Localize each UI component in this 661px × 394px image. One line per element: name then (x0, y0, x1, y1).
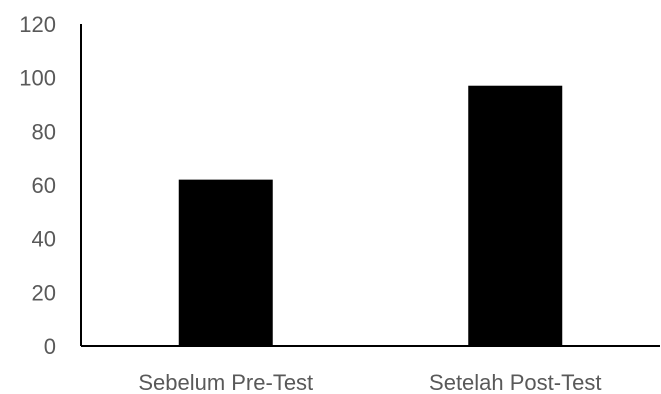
x-category-label: Setelah Post-Test (429, 370, 601, 394)
y-tick-label: 20 (32, 280, 56, 305)
x-category-label: Sebelum Pre-Test (138, 370, 313, 394)
y-tick-label: 100 (19, 66, 56, 91)
y-tick-label: 0 (44, 334, 56, 359)
x-axis-labels: Sebelum Pre-Test Setelah Post-Test (138, 370, 601, 394)
bar (178, 179, 273, 346)
y-tick-label: 120 (19, 12, 56, 37)
y-tick-label: 60 (32, 173, 56, 198)
y-tick-label: 40 (32, 227, 56, 252)
bars-group (178, 85, 563, 346)
y-tick-label: 80 (32, 119, 56, 144)
y-axis-ticks: 0 20 40 60 80 100 120 (19, 12, 56, 359)
bar (468, 85, 563, 346)
